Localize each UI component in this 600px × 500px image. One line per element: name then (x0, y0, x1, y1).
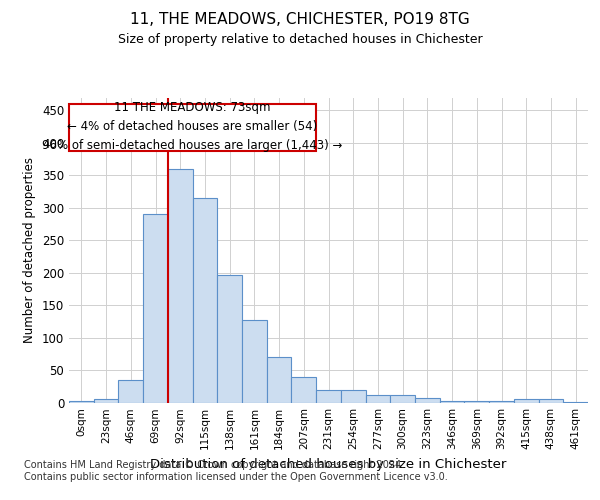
Bar (193, 198, 217, 402)
Bar (415, 398, 440, 402)
Bar (118, 380, 143, 402)
Text: 11 THE MEADOWS: 73sqm
← 4% of detached houses are smaller (54)
96% of semi-detac: 11 THE MEADOWS: 73sqm ← 4% of detached h… (43, 100, 343, 152)
Bar (316, 390, 341, 402)
Bar (539, 400, 563, 402)
Y-axis label: Number of detached properties: Number of detached properties (23, 157, 37, 343)
Bar (341, 390, 365, 402)
Bar (292, 376, 316, 402)
Bar (390, 396, 415, 402)
Bar (267, 357, 292, 403)
Bar (168, 169, 193, 402)
Bar (365, 396, 390, 402)
Bar (143, 214, 168, 402)
Bar (464, 401, 489, 402)
FancyBboxPatch shape (69, 104, 316, 150)
X-axis label: Distribution of detached houses by size in Chichester: Distribution of detached houses by size … (151, 458, 506, 471)
Bar (514, 398, 539, 402)
Text: Contains HM Land Registry data © Crown copyright and database right 2024.
Contai: Contains HM Land Registry data © Crown c… (24, 460, 448, 481)
Bar (440, 401, 464, 402)
Bar (94, 400, 118, 402)
Text: 11, THE MEADOWS, CHICHESTER, PO19 8TG: 11, THE MEADOWS, CHICHESTER, PO19 8TG (130, 12, 470, 28)
Bar (69, 400, 94, 402)
Bar (242, 320, 267, 402)
Bar (217, 274, 242, 402)
Text: Size of property relative to detached houses in Chichester: Size of property relative to detached ho… (118, 32, 482, 46)
Bar (489, 401, 514, 402)
